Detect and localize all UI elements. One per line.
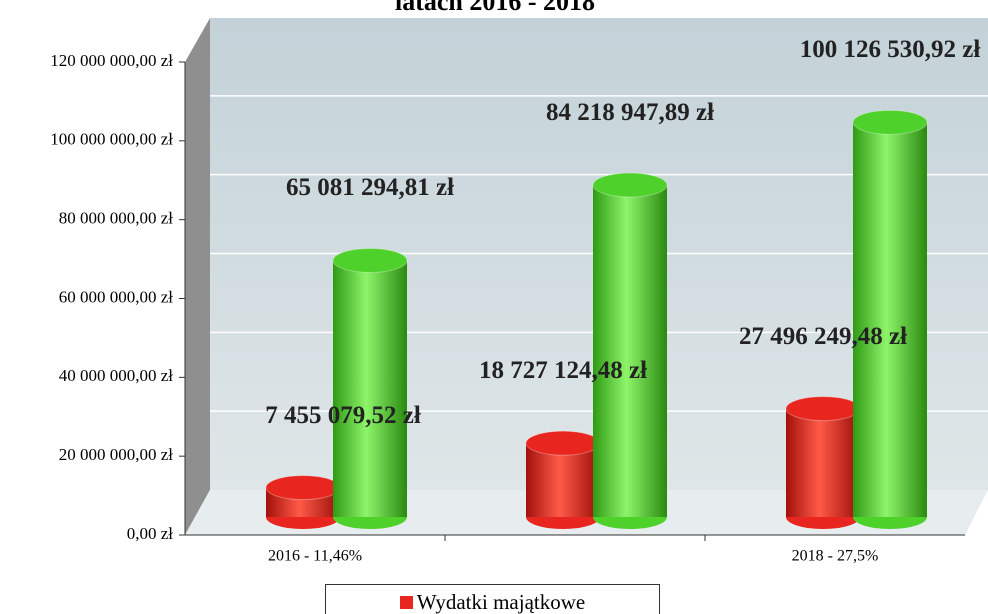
y-tick-label: 60 000 000,00 zł [59, 287, 174, 306]
side-wall [185, 18, 210, 535]
bar-top [852, 109, 928, 135]
bar-top [265, 475, 341, 501]
bar-top [592, 172, 668, 198]
bar [526, 443, 600, 517]
y-tick-label: 20 000 000,00 zł [59, 445, 174, 464]
value-label: 84 218 947,89 zł [545, 99, 715, 127]
legend-label: Wydatki majątkowe [416, 589, 586, 614]
bar-top [525, 430, 601, 456]
bar [853, 122, 927, 517]
x-tick-label: 2016 - 11,46% [268, 548, 362, 565]
bar [786, 408, 860, 517]
bar-top [785, 396, 861, 422]
legend-swatch [399, 595, 413, 609]
bar [593, 185, 667, 517]
y-tick-label: 80 000 000,00 zł [59, 209, 174, 228]
value-label: 100 126 530,92 zł [799, 36, 981, 64]
bar [333, 260, 407, 517]
x-tick-label: 2018 - 27,5% [792, 548, 879, 565]
chart-title: latach 2016 - 2018 [395, 0, 595, 16]
y-tick-label: 120 000 000,00 zł [50, 51, 173, 70]
bar-top [332, 247, 408, 273]
y-tick-label: 40 000 000,00 zł [59, 366, 174, 385]
value-label: 65 081 294,81 zł [285, 174, 455, 202]
y-tick-label: 0,00 zł [127, 524, 174, 543]
value-label: 7 455 079,52 zł [265, 401, 421, 429]
value-label: 27 496 249,48 zł [738, 322, 908, 350]
value-label: 18 727 124,48 zł [478, 357, 648, 385]
y-tick-label: 100 000 000,00 zł [50, 130, 173, 149]
legend: Wydatki majątkowe [325, 584, 660, 614]
